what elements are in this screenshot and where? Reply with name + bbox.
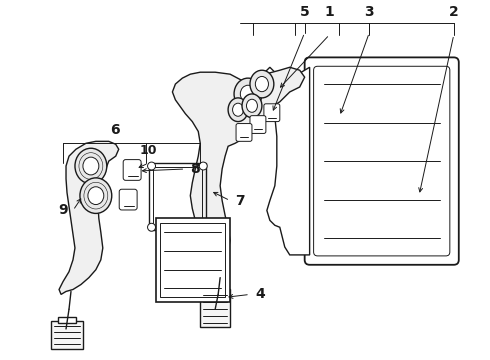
Ellipse shape: [246, 99, 257, 112]
Text: 4: 4: [255, 287, 265, 301]
Polygon shape: [172, 67, 305, 280]
Ellipse shape: [228, 98, 248, 122]
Text: 6: 6: [110, 123, 120, 138]
Polygon shape: [59, 141, 119, 294]
Bar: [200, 289, 230, 327]
Bar: [155, 219, 230, 302]
Bar: [161, 223, 225, 297]
FancyBboxPatch shape: [123, 159, 141, 180]
Bar: [51, 321, 83, 349]
Text: 1: 1: [325, 5, 334, 19]
FancyBboxPatch shape: [119, 189, 137, 210]
Text: 10: 10: [140, 144, 157, 157]
FancyBboxPatch shape: [264, 104, 280, 122]
Ellipse shape: [234, 78, 262, 110]
Text: 3: 3: [365, 5, 374, 19]
Ellipse shape: [80, 178, 112, 213]
Ellipse shape: [199, 223, 207, 231]
Bar: [148, 163, 206, 230]
Bar: [208, 284, 222, 292]
Ellipse shape: [250, 70, 274, 98]
Text: 8: 8: [190, 162, 200, 176]
FancyBboxPatch shape: [305, 57, 459, 265]
FancyBboxPatch shape: [236, 123, 252, 141]
Ellipse shape: [199, 162, 207, 170]
Ellipse shape: [255, 76, 269, 92]
FancyBboxPatch shape: [250, 116, 266, 134]
Text: 9: 9: [58, 203, 68, 217]
Bar: [152, 167, 202, 226]
Polygon shape: [263, 67, 310, 255]
Text: 5: 5: [300, 5, 310, 19]
Text: 7: 7: [235, 194, 245, 208]
Ellipse shape: [147, 162, 155, 170]
Ellipse shape: [233, 103, 244, 116]
Bar: [58, 317, 76, 323]
Ellipse shape: [240, 85, 256, 103]
Ellipse shape: [83, 157, 99, 175]
Ellipse shape: [147, 223, 155, 231]
Text: 2: 2: [449, 5, 459, 19]
Ellipse shape: [75, 148, 107, 184]
Ellipse shape: [88, 187, 104, 204]
Ellipse shape: [242, 94, 262, 118]
